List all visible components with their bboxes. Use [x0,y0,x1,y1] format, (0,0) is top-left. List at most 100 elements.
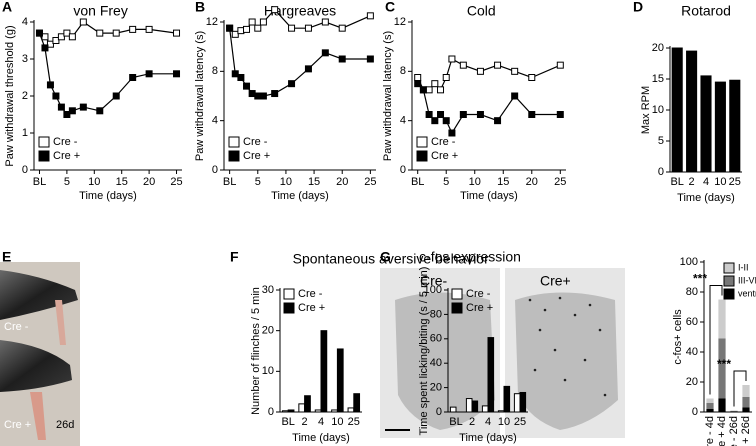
marker [173,70,181,78]
y-tick-label: 80 [686,286,698,298]
x-tick-label: 10 [714,176,726,188]
legend-swatch [283,302,295,314]
y-tick-label: 4 [212,115,218,127]
series-line [417,58,561,91]
marker [41,44,49,52]
y-tick-label: 80 [430,308,442,320]
chart-title: Hargreaves [264,3,336,19]
x-tick-label: 25 [514,416,526,428]
marker [271,6,279,14]
bar [671,47,683,173]
legend-swatch [228,150,240,162]
panel-letter: A [2,0,12,15]
marker [231,30,239,38]
marker [259,18,267,26]
marker [431,117,439,125]
marker [437,86,445,94]
bar-segment [742,407,750,412]
x-axis-label: Time (days) [79,190,137,202]
marker [145,70,153,78]
bar [487,337,495,413]
bar-segment [706,403,714,409]
marker [425,86,433,94]
chart-title: Cold [467,3,496,19]
legend-swatch [723,262,735,274]
marker [476,67,484,75]
marker [226,24,234,32]
y-axis-label: Paw withdrawal threshold (g) [4,25,16,166]
panel-letter: G [380,249,391,265]
marker [414,74,422,81]
marker [248,90,256,98]
marker [35,29,43,37]
mouse-paw [30,392,46,440]
legend-label: Cre + [243,150,270,162]
marker [304,24,312,32]
x-tick-label: 10 [469,176,481,188]
legend-label: III-VI [738,275,756,285]
photo-label: 26d [56,419,74,431]
y-tick-label: 10 [652,104,664,116]
marker [231,70,239,78]
x-tick-label: 20 [143,176,155,188]
marker [96,29,104,37]
y-tick-label: 20 [686,376,698,388]
bar-segment [742,385,750,397]
marker [112,29,120,37]
y-tick-label: 12 [206,16,218,28]
bar [519,391,527,413]
legend-swatch [416,136,428,148]
legend-label: I-II [738,262,749,272]
marker [46,81,54,89]
legend-label: ventral [738,288,756,298]
series-line [39,21,177,46]
bar [449,406,457,413]
x-tick-label: Cre - 26d [728,416,740,446]
marker [528,74,536,81]
marker [79,103,87,111]
x-tick-label: 10 [498,416,510,428]
marker [459,61,467,69]
x-tick-label: Cre - 4d [704,416,716,446]
x-tick-label: 10 [88,176,100,188]
x-tick-label: BL [281,416,294,428]
marker [304,65,312,73]
legend-label: Cre + [431,150,458,162]
marker [437,111,445,118]
marker [511,92,519,100]
bar-segment [706,398,714,403]
y-axis-label: Paw withdrawal latency (s) [382,31,394,161]
legend-swatch [283,288,295,300]
marker [366,55,374,63]
marker [366,12,374,20]
marker [243,82,251,90]
bar [513,393,521,413]
marker [129,74,137,81]
marker [68,33,76,41]
marker [259,92,267,100]
legend-swatch [451,288,463,300]
bar [320,330,328,413]
y-tick-label: 40 [430,357,442,369]
series-line [38,32,177,116]
y-tick-label: 0 [436,406,442,418]
marker [556,111,564,118]
marker [448,55,456,63]
marker [448,129,456,137]
y-tick-label: 4 [400,115,406,127]
y-tick-label: 2 [22,90,28,102]
marker [442,117,450,125]
y-axis-label: Time spent licking/biting (s / 5 min) [418,267,430,436]
image-title: c-fos expression [419,249,521,265]
bar [353,393,361,413]
significance-bracket [709,285,723,395]
x-tick-label: 25 [729,176,741,188]
y-tick-label: 30 [262,284,274,296]
legend-swatch [451,302,463,314]
marker [494,117,502,125]
y-axis-label: Number of flinches / 5 min [250,287,262,415]
x-tick-label: 5 [64,176,70,188]
bar [298,403,306,413]
bar [700,75,712,173]
x-tick-label: Cre + 4d [716,416,728,446]
